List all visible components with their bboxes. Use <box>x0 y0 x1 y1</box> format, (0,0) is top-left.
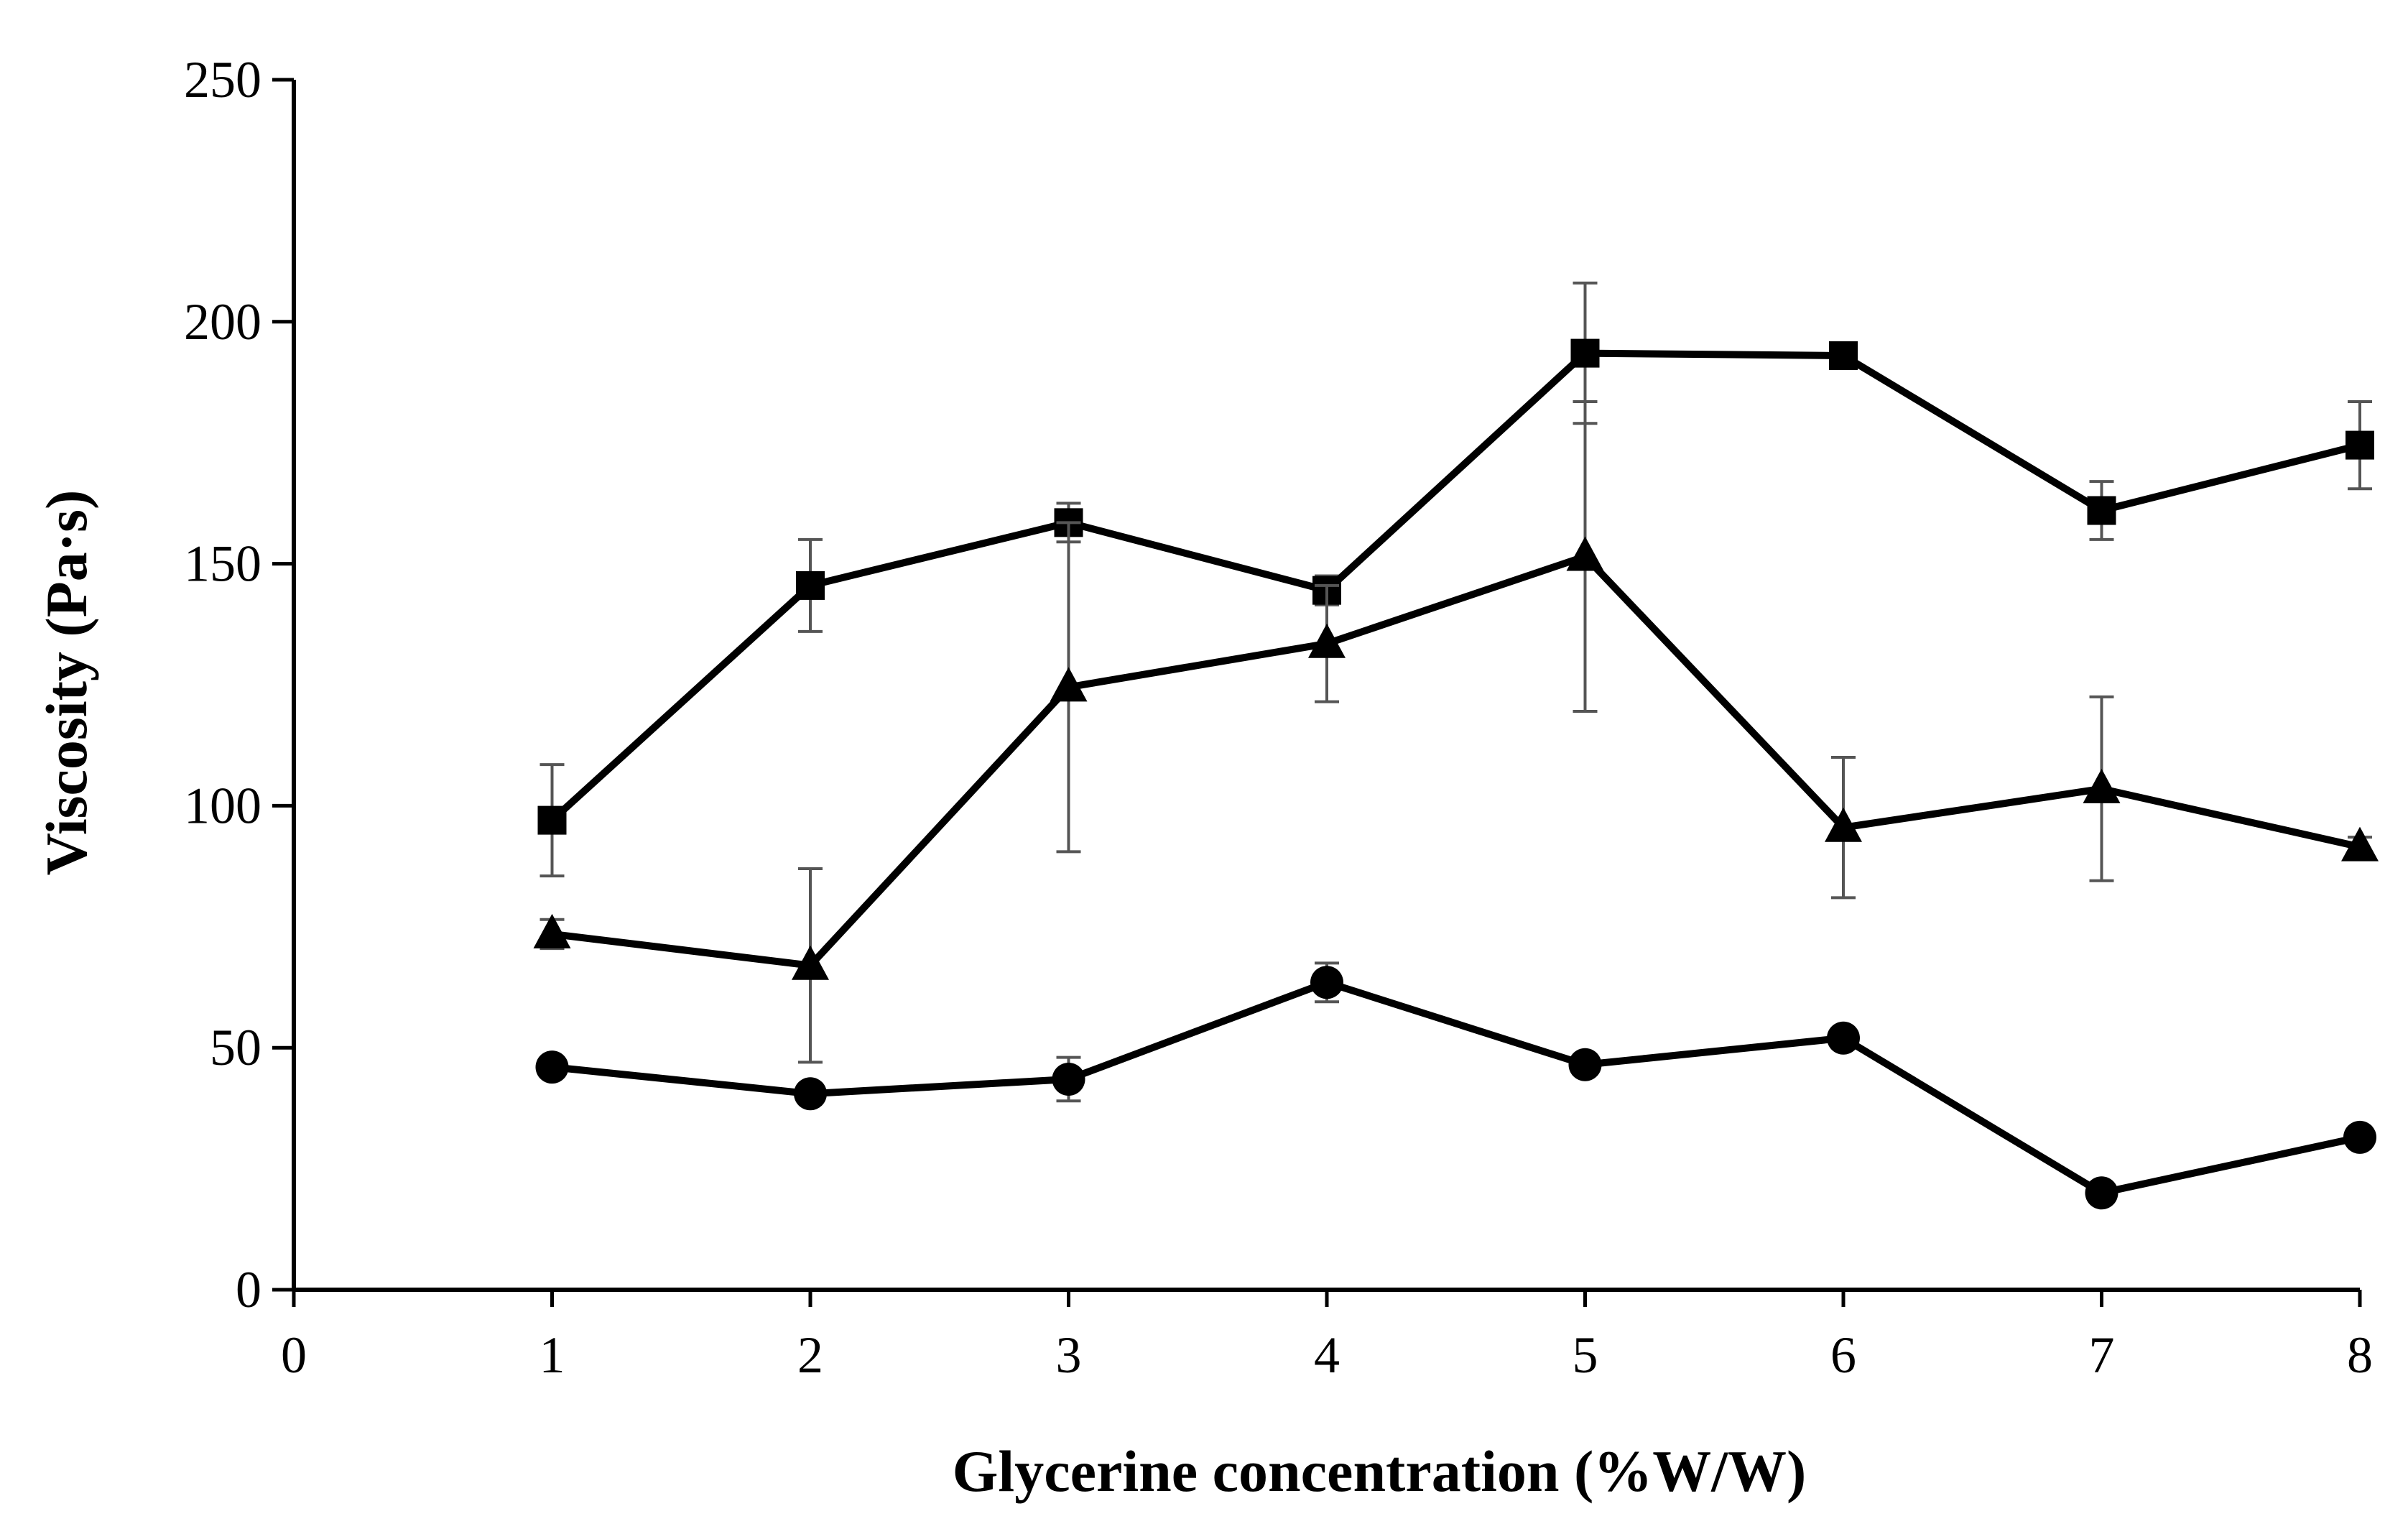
series-triangle <box>533 399 2379 1064</box>
series-line-triangle <box>551 553 2361 969</box>
data-point-circle <box>535 1050 569 1084</box>
data-point-circle <box>1568 1048 1602 1081</box>
series-circle <box>535 961 2376 1210</box>
y-tick-label: 150 <box>184 535 261 593</box>
x-tick-label: 1 <box>540 1326 565 1384</box>
data-point-square <box>1829 341 1858 370</box>
y-tick-label: 0 <box>236 1261 261 1318</box>
y-tick-label: 250 <box>184 51 261 108</box>
x-tick-label: 7 <box>2089 1326 2115 1384</box>
data-point-circle <box>2085 1176 2118 1210</box>
data-point-triangle <box>2083 768 2121 803</box>
x-tick-label: 8 <box>2347 1326 2373 1384</box>
x-tick-label: 5 <box>1573 1326 1598 1384</box>
series-line-circle <box>551 979 2361 1197</box>
data-point-triangle <box>1825 807 1862 842</box>
x-tick-label: 3 <box>1056 1326 1082 1384</box>
plot-area: 0 50 100 150 200 250 0 1 2 3 4 5 6 7 8 <box>184 51 2379 1384</box>
data-point-triangle <box>1566 536 1604 571</box>
x-axis-title: Glycerine concentration (%W/W) <box>953 1438 1807 1504</box>
data-point-triangle <box>792 945 829 980</box>
data-point-triangle <box>1308 623 1346 658</box>
data-point-square <box>1570 338 1600 368</box>
y-tick-label: 50 <box>210 1019 261 1076</box>
x-tick-label: 4 <box>1314 1326 1340 1384</box>
data-point-square <box>537 805 567 835</box>
data-point-circle <box>794 1077 827 1111</box>
x-tick-label: 0 <box>281 1326 307 1384</box>
data-point-triangle <box>533 913 571 948</box>
x-tick-label: 6 <box>1830 1326 1856 1384</box>
x-tick-label: 2 <box>797 1326 823 1384</box>
data-point-square <box>2346 430 2374 460</box>
data-point-triangle <box>2341 826 2379 861</box>
y-tick-label: 100 <box>184 777 261 834</box>
data-point-square <box>2087 496 2116 525</box>
data-point-circle <box>1827 1021 1860 1055</box>
data-point-circle <box>1310 966 1343 999</box>
y-tick-label: 200 <box>184 293 261 351</box>
y-axis-title: Viscosity (Pa·s) <box>34 490 99 876</box>
data-point-square <box>796 571 825 600</box>
data-point-triangle <box>1050 667 1088 702</box>
data-point-circle <box>2343 1120 2376 1154</box>
series-line-square <box>550 349 2361 823</box>
data-point-circle <box>1052 1062 1085 1096</box>
